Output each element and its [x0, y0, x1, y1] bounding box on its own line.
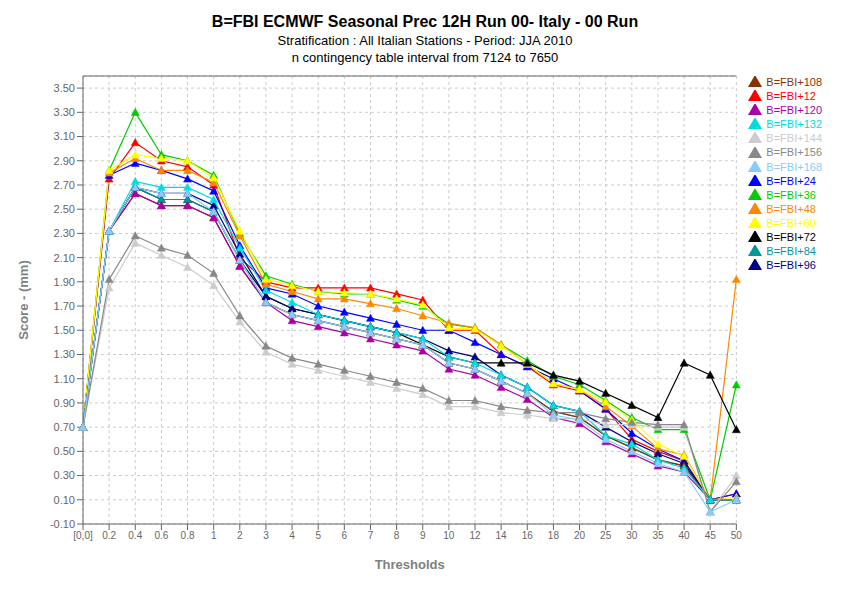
svg-text:35: 35 — [652, 530, 664, 541]
svg-text:20: 20 — [574, 530, 586, 541]
svg-text:2.50: 2.50 — [54, 203, 75, 215]
svg-text:50: 50 — [731, 530, 743, 541]
html-text:B=FBI+156: B=FBI+156 — [766, 146, 822, 159]
svg-text:[0,0]: [0,0] — [73, 530, 93, 541]
svg-text:18: 18 — [548, 530, 560, 541]
svg-text:1.30: 1.30 — [54, 348, 75, 360]
html-text:B=FBI+48: B=FBI+48 — [766, 202, 816, 215]
svg-text:0.2: 0.2 — [102, 530, 116, 541]
svg-text:1: 1 — [211, 530, 217, 541]
html-text:Stratification : All Italian S: Stratification : All Italian Stations - … — [277, 33, 573, 48]
svg-text:3.50: 3.50 — [54, 82, 75, 94]
html-text:B=FBI+36: B=FBI+36 — [766, 188, 816, 201]
svg-text:2: 2 — [237, 530, 243, 541]
html-text:B=FBI+108: B=FBI+108 — [766, 76, 822, 88]
html-text:B=FBI+144: B=FBI+144 — [766, 132, 822, 145]
svg-text:1.10: 1.10 — [54, 373, 75, 385]
svg-text:0.30: 0.30 — [54, 469, 75, 481]
svg-text:0.8: 0.8 — [181, 530, 195, 541]
svg-text:0.10: 0.10 — [54, 494, 75, 506]
svg-text:16: 16 — [522, 530, 534, 541]
svg-text:1.50: 1.50 — [54, 324, 75, 336]
svg-text:0.50: 0.50 — [54, 445, 75, 457]
svg-text:2.10: 2.10 — [54, 252, 75, 264]
html-text:B=FBI+120: B=FBI+120 — [766, 104, 822, 117]
svg-text:7: 7 — [368, 530, 374, 541]
svg-text:2.70: 2.70 — [54, 179, 75, 191]
html-text:B=FBI+132: B=FBI+132 — [766, 118, 822, 131]
svg-text:10: 10 — [443, 530, 455, 541]
svg-text:14: 14 — [496, 530, 508, 541]
svg-text:Thresholds: Thresholds — [375, 557, 445, 572]
svg-text:3: 3 — [263, 530, 269, 541]
svg-text:2.30: 2.30 — [54, 227, 75, 239]
svg-text:0.70: 0.70 — [54, 421, 75, 433]
svg-text:45: 45 — [705, 530, 717, 541]
html-text:B=FBI+72: B=FBI+72 — [766, 231, 816, 243]
html-text:B=FBI+168: B=FBI+168 — [766, 160, 822, 173]
svg-text:1.90: 1.90 — [54, 276, 75, 288]
html-text:B=FBI+96: B=FBI+96 — [766, 259, 816, 272]
html-text:B=FBI ECMWF Seasonal Prec 12H: B=FBI ECMWF Seasonal Prec 12H Run 00- It… — [211, 13, 639, 30]
html-text:n contingency table interval f: n contingency table interval from 7124 t… — [291, 50, 559, 65]
svg-text:0.4: 0.4 — [128, 530, 142, 541]
svg-text:9: 9 — [420, 530, 426, 541]
svg-text:6: 6 — [342, 530, 348, 541]
svg-text:5: 5 — [315, 530, 321, 541]
html-text:B=FBI+12: B=FBI+12 — [766, 90, 816, 103]
svg-text:Score - (mm): Score - (mm) — [16, 260, 31, 339]
svg-text:40: 40 — [679, 530, 691, 541]
svg-text:12: 12 — [469, 530, 481, 541]
svg-text:1.70: 1.70 — [54, 300, 75, 312]
html-text:B=FBI+24: B=FBI+24 — [766, 174, 816, 187]
svg-text:-0.10: -0.10 — [50, 518, 75, 530]
svg-text:8: 8 — [394, 530, 400, 541]
html-text:B=FBI+60: B=FBI+60 — [766, 216, 816, 229]
svg-text:0.90: 0.90 — [54, 397, 75, 409]
svg-text:3.10: 3.10 — [54, 130, 75, 142]
svg-text:2.90: 2.90 — [54, 155, 75, 167]
svg-text:0.6: 0.6 — [154, 530, 168, 541]
html-text:B=FBI+84: B=FBI+84 — [766, 245, 816, 258]
svg-text:25: 25 — [600, 530, 612, 541]
svg-text:3.30: 3.30 — [54, 106, 75, 118]
svg-text:30: 30 — [626, 530, 638, 541]
svg-text:4: 4 — [289, 530, 295, 541]
